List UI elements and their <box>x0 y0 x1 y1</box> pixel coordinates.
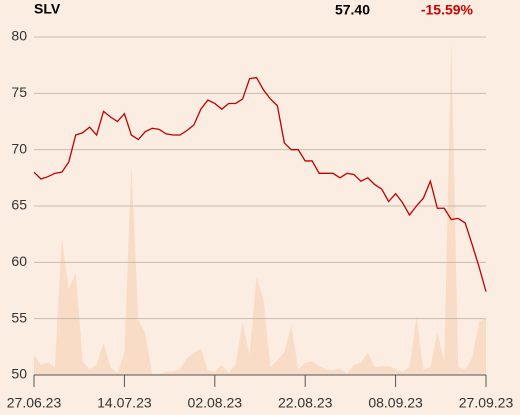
price-line <box>33 76 487 292</box>
y-tick-label: 75 <box>11 84 27 100</box>
y-tick-label: 70 <box>11 140 27 156</box>
chart-title: SLV <box>34 1 61 17</box>
y-tick-label: 80 <box>11 28 27 44</box>
y-tick-label: 65 <box>11 197 27 213</box>
y-tick-label: 60 <box>11 253 27 269</box>
x-tick-label: 27.06.23 <box>7 395 62 411</box>
x-tick-label: 08.09.23 <box>368 395 423 411</box>
x-tick-label: 22.08.23 <box>278 395 333 411</box>
area-layer <box>34 40 486 375</box>
volume-area <box>34 40 486 375</box>
y-tick-label: 55 <box>11 309 27 325</box>
x-tick-label: 02.08.23 <box>188 395 243 411</box>
change: -15.59% <box>421 2 474 18</box>
y-tick-label: 50 <box>11 366 27 382</box>
x-tick-label: 14.07.23 <box>97 395 152 411</box>
x-tick-label: 27.09.23 <box>459 395 514 411</box>
price: 57.40 <box>335 2 370 18</box>
